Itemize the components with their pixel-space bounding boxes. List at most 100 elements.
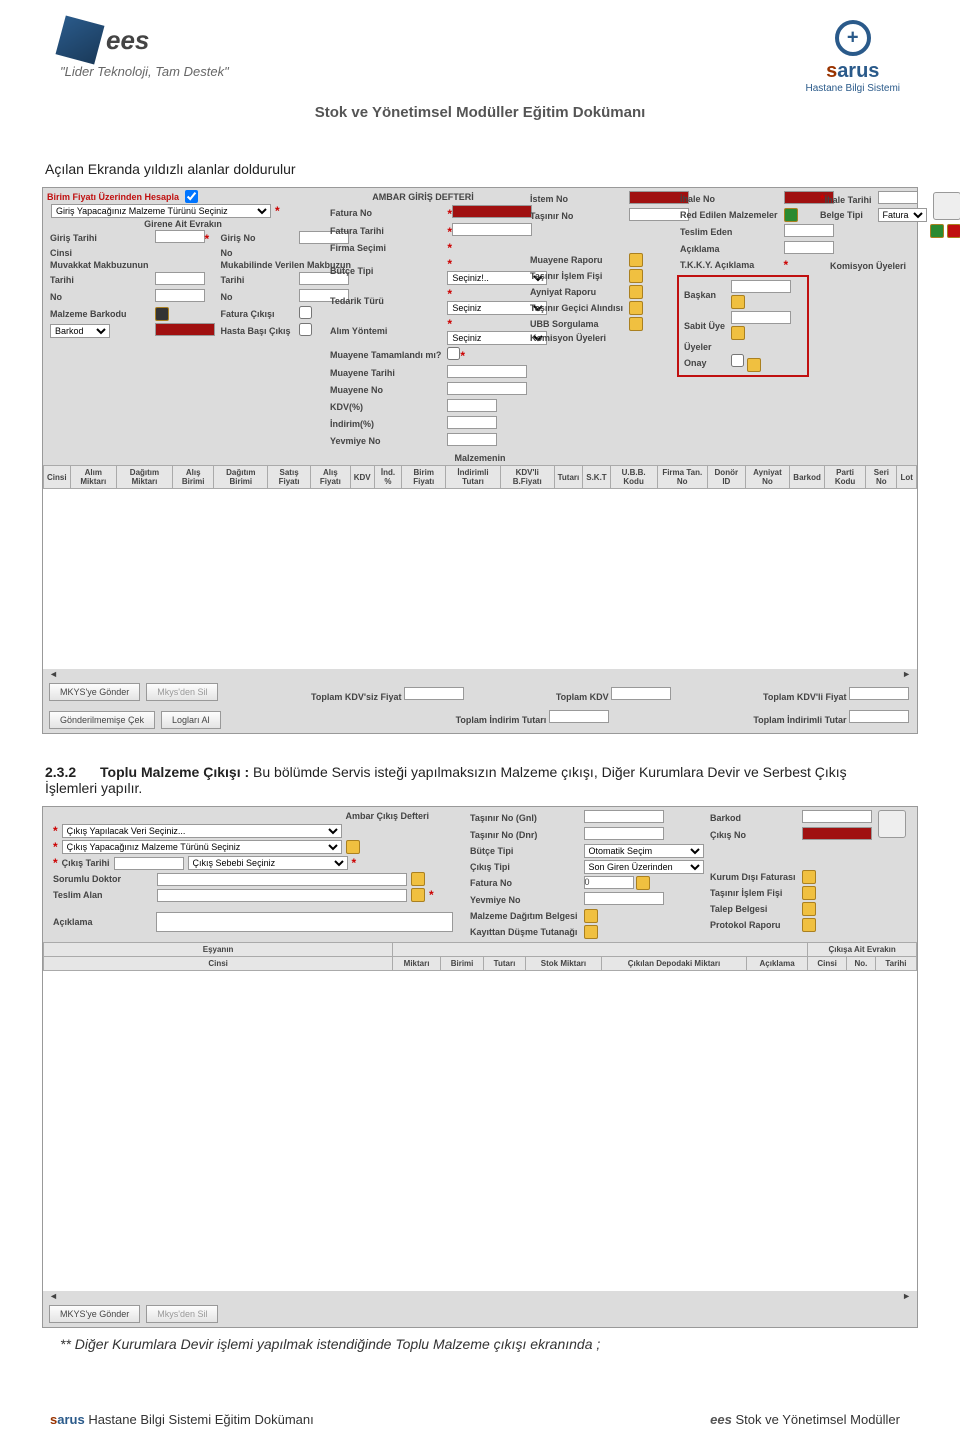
lbl-hasta-basi: Hasta Başı Çıkış — [218, 322, 297, 339]
butce2-select[interactable]: Otomatik Seçim — [584, 844, 704, 858]
search-icon[interactable] — [636, 876, 650, 890]
cikis-malzeme-select[interactable]: Çıkış Yapacağınız Malzeme Türünü Seçiniz — [62, 840, 342, 854]
lbl-baskan: Başkan — [681, 279, 728, 310]
grid-header: CinsiAlım MiktarıDağıtım MiktarıAlış Bir… — [43, 465, 917, 489]
lbl-alim: Alım Yöntemi — [327, 316, 444, 346]
search-icon[interactable] — [629, 317, 643, 331]
print-icon[interactable] — [933, 192, 960, 220]
report-icon[interactable] — [802, 902, 816, 916]
lbl-tasinir-gnl: Taşınır No (Gnl) — [467, 809, 581, 826]
save-icon[interactable] — [930, 224, 944, 238]
lbl-komisyon-uye: Komisyon Üyeleri — [817, 261, 919, 271]
ambar-cikis-panel: Ambar Çıkış Defteri *Çıkış Yapılacak Ver… — [42, 806, 918, 1328]
lbl-no: No — [218, 247, 297, 259]
find-icon[interactable] — [411, 888, 425, 902]
lbl-tasinir-dnr: Taşınır No (Dnr) — [467, 826, 581, 843]
mkys-gonder2-btn[interactable]: MKYS'ye Gönder — [49, 1305, 140, 1323]
malzemenin-title: Malzemenin — [43, 451, 917, 465]
lbl-indirim: İndirim(%) — [327, 415, 444, 432]
lbl-tasinir-gecici: Taşınır Geçici Alındısı — [527, 300, 626, 316]
col-Dağıtım Birimi: Dağıtım Birimi — [214, 466, 268, 489]
grid-body[interactable] — [43, 489, 917, 669]
ees-cube-icon — [56, 16, 105, 65]
barcode-icon[interactable] — [155, 307, 169, 321]
lbl-ayniyat: Ayniyat Raporu — [527, 284, 626, 300]
birim-fiyat-label: Birim Fiyatı Üzerinden Hesapla — [47, 192, 179, 202]
report-icon[interactable] — [802, 886, 816, 900]
lbl-protokol: Protokol Raporu — [707, 917, 799, 933]
cikisa-ait-head: Çıkışa Ait Evrakın — [808, 943, 917, 957]
sarus-circle-icon — [835, 20, 871, 56]
lbl-yevmiye: Yevmiye No — [327, 432, 444, 449]
grid2-body[interactable] — [43, 971, 917, 1291]
report-icon[interactable] — [802, 918, 816, 932]
print-icon[interactable] — [878, 810, 906, 838]
hasta-basi-chk[interactable] — [299, 323, 312, 336]
mkys-sil-btn[interactable]: Mkys'den Sil — [146, 683, 218, 701]
lbl-butce2: Bütçe Tipi — [467, 843, 581, 859]
col-Alış Fiyatı: Alış Fiyatı — [311, 466, 351, 489]
col-Dağıtım Miktarı: Dağıtım Miktarı — [117, 466, 173, 489]
loglari-al-btn[interactable]: Logları Al — [161, 711, 221, 729]
lbl-cikis-no: Çıkış No — [707, 826, 799, 843]
col-KDV: KDV — [350, 466, 374, 489]
find-icon[interactable] — [731, 295, 745, 309]
find-icon[interactable] — [747, 358, 761, 372]
lbl-belge-tipi: Belge Tipi — [817, 207, 875, 223]
report-icon[interactable] — [629, 269, 643, 283]
footer-ees: ees — [710, 1412, 732, 1427]
col-Lot: Lot — [897, 466, 917, 489]
barkod-select[interactable]: Barkod — [50, 324, 110, 338]
report-icon[interactable] — [629, 285, 643, 299]
refresh-icon[interactable] — [346, 840, 360, 854]
lbl-tasinir: Taşınır No — [527, 207, 626, 224]
lbl-talep: Talep Belgesi — [707, 901, 799, 917]
report-icon[interactable] — [629, 301, 643, 315]
report-icon[interactable] — [584, 909, 598, 923]
malzeme-turu-select[interactable]: Giriş Yapacağınız Malzeme Türünü Seçiniz — [51, 204, 271, 218]
ees-slogan: "Lider Teknoloji, Tam Destek" — [60, 64, 229, 79]
footnote: ** Diğer Kurumlara Devir işlemi yapılmak… — [60, 1336, 900, 1352]
report-icon[interactable] — [584, 925, 598, 939]
delete-icon[interactable] — [947, 224, 960, 238]
col2-Stok Miktarı: Stok Miktarı — [525, 957, 601, 971]
col-Firma Tan. No: Firma Tan. No — [657, 466, 707, 489]
col-Alış Birimi: Alış Birimi — [172, 466, 213, 489]
belge-tipi-select[interactable]: Fatura — [878, 208, 927, 222]
tot-indirimli: Toplam İndirimli Tutar — [753, 715, 846, 725]
lbl-cikis-tipi: Çıkış Tipi — [467, 859, 581, 875]
lbl-no1: No — [47, 288, 152, 305]
birim-fiyat-chk[interactable] — [185, 190, 198, 203]
cikis-veri-select[interactable]: Çıkış Yapılacak Veri Seçiniz... — [62, 824, 342, 838]
col2-Birimi: Birimi — [440, 957, 483, 971]
cikis-tipi-select[interactable]: Son Giren Üzerinden — [584, 860, 704, 874]
cikis-sebebi-select[interactable]: Çıkış Sebebi Seçiniz — [188, 856, 348, 870]
lbl-malzeme-dag: Malzeme Dağıtım Belgesi — [467, 908, 581, 924]
report-icon[interactable] — [802, 870, 816, 884]
report-icon[interactable] — [629, 253, 643, 267]
page-header: ees "Lider Teknoloji, Tam Destek" sarus … — [0, 0, 960, 104]
lbl-tarihi1: Tarihi — [47, 271, 152, 288]
lbl-onay: Onay — [681, 353, 728, 373]
col2-Tutarı: Tutarı — [484, 957, 526, 971]
muayene-chk[interactable] — [447, 347, 460, 360]
col-Cinsi: Cinsi — [44, 466, 71, 489]
lbl-aciklama2: Açıklama — [53, 917, 152, 927]
gonderilmemis-btn[interactable]: Gönderilmemişe Çek — [49, 711, 155, 729]
col2-Cinsi: Cinsi — [808, 957, 847, 971]
col-U.B.B. Kodu: U.B.B. Kodu — [610, 466, 657, 489]
onay-chk[interactable] — [731, 354, 744, 367]
sec-title: Toplu Malzeme Çıkışı : — [100, 764, 249, 780]
mkys-sil2-btn[interactable]: Mkys'den Sil — [146, 1305, 218, 1323]
mkys-gonder-btn[interactable]: MKYS'ye Gönder — [49, 683, 140, 701]
ambar-cikis-title: Ambar Çıkış Defteri — [47, 809, 459, 823]
find-icon[interactable] — [411, 872, 425, 886]
col2-No.: No. — [846, 957, 875, 971]
col-İndirimli Tutarı: İndirimli Tutarı — [446, 466, 501, 489]
lbl-muayene-no: Muayene No — [327, 381, 444, 398]
section-2-3-2: 2.3.2 Toplu Malzeme Çıkışı : Bu bölümde … — [45, 764, 900, 796]
fatura-cikisi-chk[interactable] — [299, 306, 312, 319]
find-icon[interactable] — [731, 326, 745, 340]
box-icon[interactable] — [784, 208, 798, 222]
col-Alım Miktarı: Alım Miktarı — [70, 466, 116, 489]
